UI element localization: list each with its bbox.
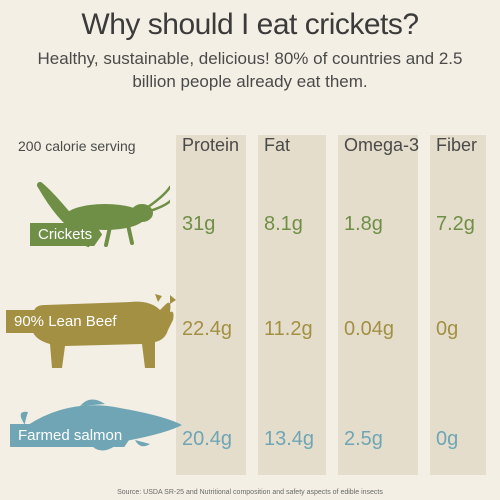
serving-label: 200 calorie serving	[18, 138, 136, 154]
cell-value: 31g	[182, 213, 215, 236]
cell-value: 11.2g	[264, 318, 313, 341]
cell-value: 0g	[436, 428, 458, 451]
cell-value: 13.4g	[264, 428, 314, 451]
page-title: Why should I eat crickets?	[0, 0, 500, 42]
row-label: Farmed salmon	[10, 424, 132, 447]
table-row: Farmed salmon 20.4g 13.4g 2.5g 0g	[0, 390, 500, 490]
cell-value: 0g	[436, 318, 458, 341]
row-label: 90% Lean Beef	[6, 310, 127, 333]
cell-value: 8.1g	[264, 213, 303, 236]
source-text: Source: USDA SR-25 and Nutritional compo…	[0, 489, 500, 496]
column-header: Fiber	[436, 135, 477, 156]
cell-value: 7.2g	[436, 213, 475, 236]
page-subtitle: Healthy, sustainable, delicious! 80% of …	[20, 48, 480, 94]
cell-value: 0.04g	[344, 318, 394, 341]
table-row: 90% Lean Beef 22.4g 11.2g 0.04g 0g	[0, 280, 500, 380]
cell-value: 1.8g	[344, 213, 383, 236]
column-header: Protein	[182, 135, 239, 156]
column-header: Fat	[264, 135, 290, 156]
row-label: Crickets	[30, 223, 102, 246]
table-row: Crickets 31g 8.1g 1.8g 7.2g	[0, 175, 500, 275]
cell-value: 22.4g	[182, 318, 232, 341]
cell-value: 20.4g	[182, 428, 232, 451]
column-header: Omega-3	[344, 135, 419, 156]
cell-value: 2.5g	[344, 428, 383, 451]
